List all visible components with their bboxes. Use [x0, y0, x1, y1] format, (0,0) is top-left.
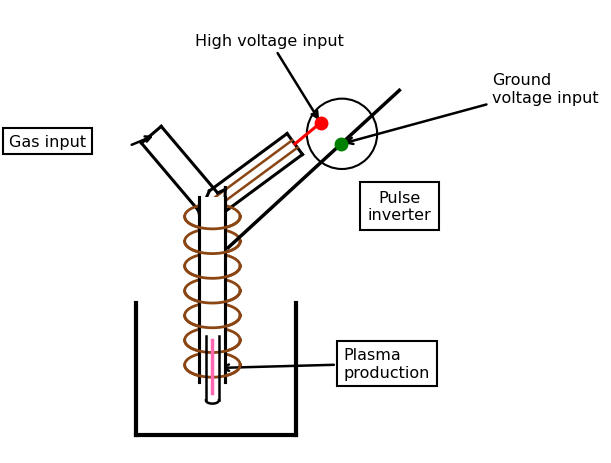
- Text: Gas input: Gas input: [9, 134, 86, 150]
- Text: Pulse
inverter: Pulse inverter: [367, 190, 431, 223]
- Bar: [200, 197, 224, 382]
- Text: Plasma
production: Plasma production: [222, 347, 430, 380]
- Text: High voltage input: High voltage input: [196, 34, 344, 119]
- Text: Ground
voltage input: Ground voltage input: [346, 73, 599, 144]
